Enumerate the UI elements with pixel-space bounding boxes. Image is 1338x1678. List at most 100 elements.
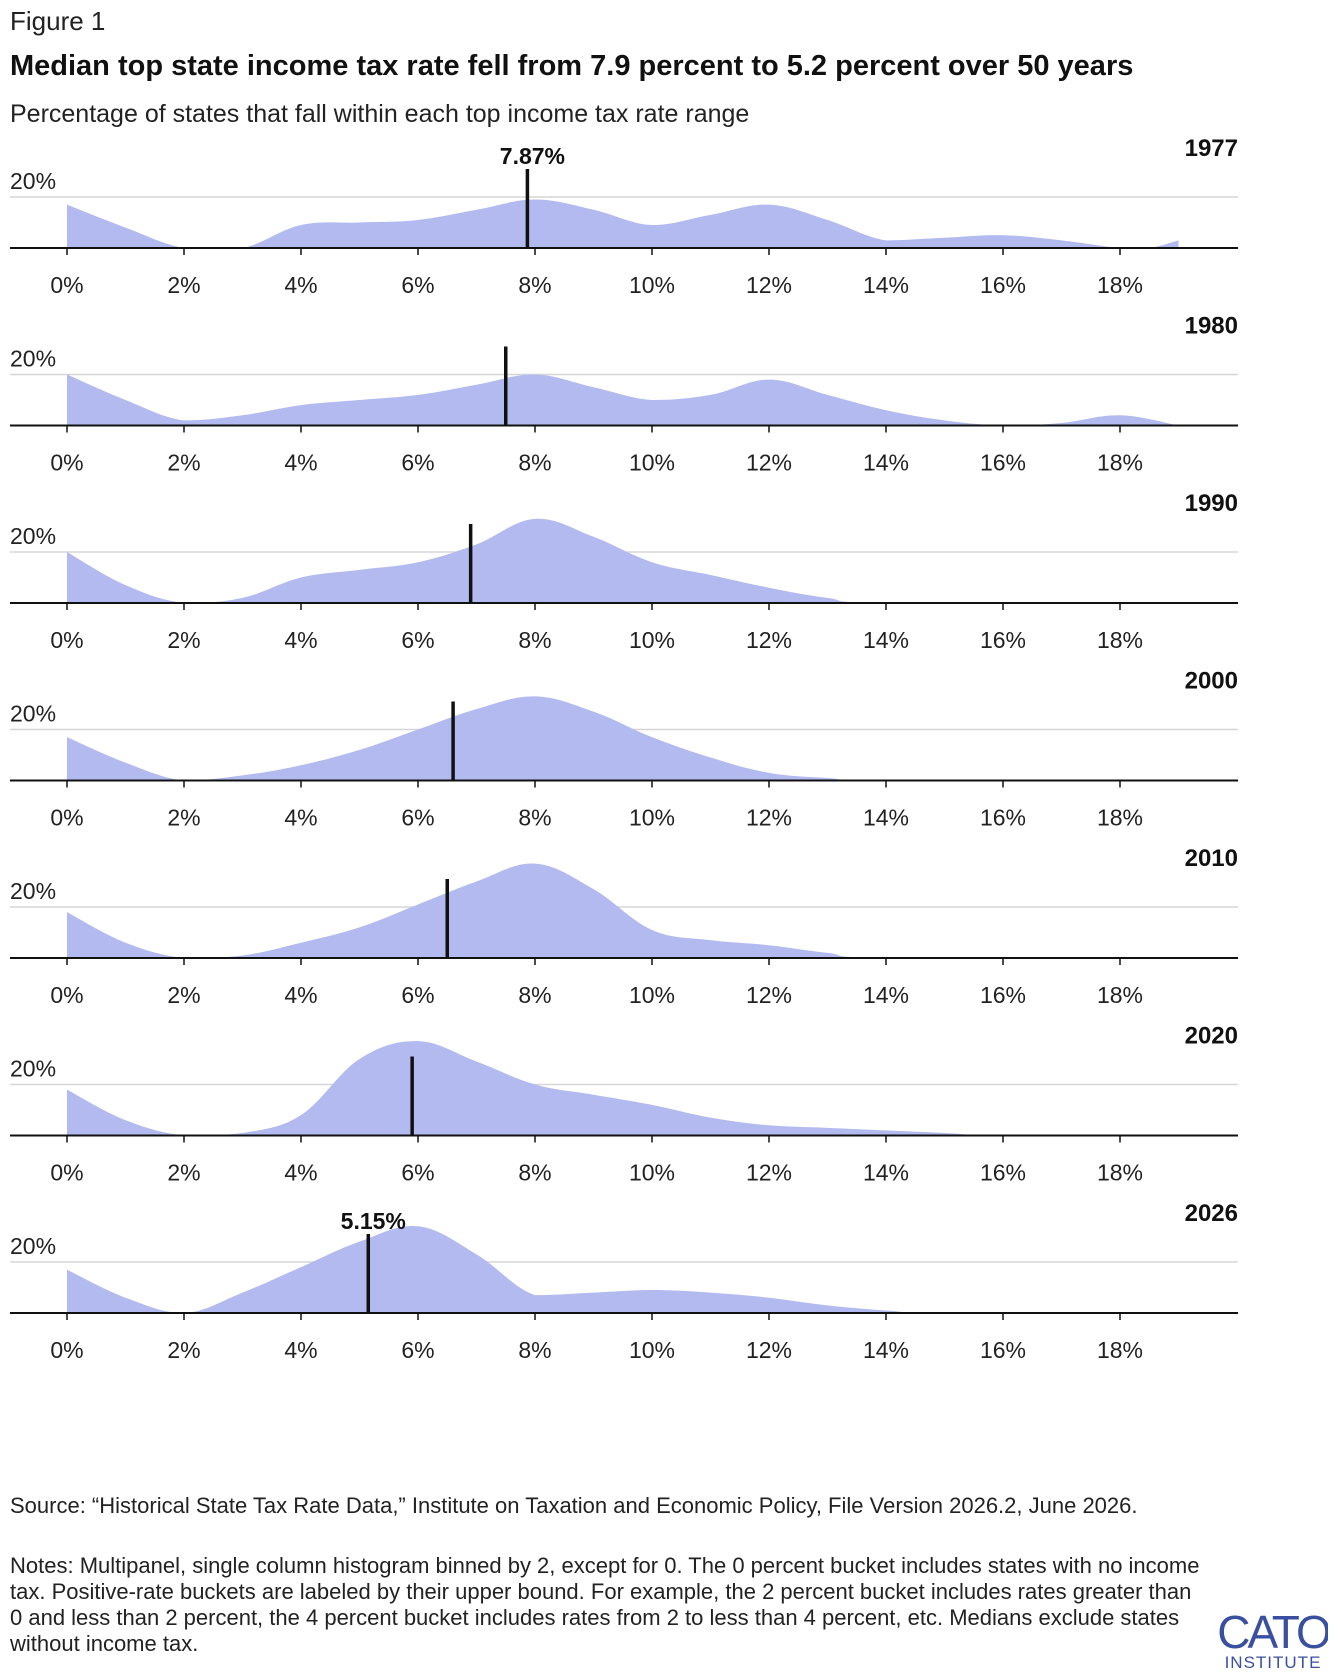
x-tick-label: 10% [629,1337,675,1363]
x-tick-label: 0% [50,1337,83,1363]
chart-subtitle: Percentage of states that fall within ea… [10,100,750,128]
area-series-2010 [67,863,1179,958]
figure-label: Figure 1 [10,6,106,36]
x-tick-label: 6% [401,805,434,831]
y-tick-label: 20% [10,701,56,727]
x-tick-label: 0% [50,805,83,831]
area-series-2000 [67,696,1179,781]
x-tick-label: 8% [518,1337,551,1363]
x-tick-label: 14% [863,627,909,653]
x-tick-label: 12% [746,1337,792,1363]
x-tick-label: 0% [50,272,83,298]
x-tick-label: 10% [629,982,675,1008]
x-tick-label: 18% [1097,1337,1143,1363]
cato-logo: CATO INSTITUTE [1217,1604,1333,1672]
x-tick-label: 6% [401,1160,434,1186]
x-tick-label: 6% [401,272,434,298]
x-tick-label: 2% [167,805,200,831]
x-tick-label: 12% [746,805,792,831]
x-tick-label: 6% [401,982,434,1008]
x-tick-label: 16% [980,1160,1026,1186]
x-tick-label: 12% [746,272,792,298]
x-tick-label: 8% [518,982,551,1008]
panel-year-label: 2000 [1185,668,1238,695]
x-tick-label: 10% [629,450,675,476]
x-tick-label: 16% [980,805,1026,831]
x-tick-label: 10% [629,627,675,653]
y-tick-label: 20% [10,168,56,194]
source-note: Source: “Historical State Tax Rate Data,… [10,1493,1138,1518]
x-tick-label: 4% [284,627,317,653]
y-tick-label: 20% [10,878,56,904]
y-tick-label: 20% [10,346,56,372]
x-tick-label: 2% [167,272,200,298]
area-series-1990 [67,518,1179,603]
x-tick-label: 14% [863,1337,909,1363]
x-tick-label: 16% [980,450,1026,476]
chart-title: Median top state income tax rate fell fr… [10,50,1134,82]
x-tick-label: 14% [863,272,909,298]
area-series-2020 [67,1041,1179,1136]
x-tick-label: 12% [746,627,792,653]
x-tick-label: 12% [746,450,792,476]
panel-year-label: 2020 [1185,1023,1238,1050]
x-tick-label: 10% [629,805,675,831]
x-tick-label: 14% [863,450,909,476]
x-tick-label: 14% [863,805,909,831]
x-tick-label: 4% [284,805,317,831]
x-tick-label: 12% [746,982,792,1008]
x-tick-label: 0% [50,982,83,1008]
x-tick-label: 16% [980,272,1026,298]
y-tick-label: 20% [10,1233,56,1259]
x-tick-label: 14% [863,982,909,1008]
x-tick-label: 18% [1097,1160,1143,1186]
x-tick-label: 2% [167,1160,200,1186]
x-tick-label: 14% [863,1160,909,1186]
x-tick-label: 8% [518,450,551,476]
area-series-1977 [67,199,1179,248]
x-tick-label: 6% [401,450,434,476]
x-tick-label: 10% [629,272,675,298]
area-series-1980 [67,374,1179,426]
x-tick-label: 8% [518,805,551,831]
x-tick-label: 16% [980,627,1026,653]
x-tick-label: 4% [284,272,317,298]
x-tick-label: 16% [980,982,1026,1008]
x-tick-label: 8% [518,627,551,653]
x-tick-label: 8% [518,272,551,298]
x-tick-label: 2% [167,450,200,476]
x-tick-label: 0% [50,627,83,653]
panel-year-label: 1990 [1185,490,1238,517]
x-tick-label: 18% [1097,450,1143,476]
x-tick-label: 10% [629,1160,675,1186]
x-tick-label: 4% [284,450,317,476]
x-tick-label: 18% [1097,272,1143,298]
x-tick-label: 8% [518,1160,551,1186]
x-tick-label: 2% [167,1337,200,1363]
median-label: 7.87% [500,143,565,169]
panel-year-label: 1980 [1185,313,1238,340]
x-tick-label: 4% [284,982,317,1008]
x-tick-label: 18% [1097,627,1143,653]
x-tick-label: 0% [50,1160,83,1186]
x-tick-label: 4% [284,1160,317,1186]
logo-wordmark: CATO [1218,1606,1328,1658]
x-tick-label: 4% [284,1337,317,1363]
panel-year-label: 1977 [1185,135,1238,162]
x-tick-label: 0% [50,450,83,476]
logo-subtext: INSTITUTE [1225,1653,1322,1672]
notes-text: Notes: Multipanel, single column histogr… [10,1553,1200,1656]
x-tick-label: 6% [401,1337,434,1363]
x-tick-label: 18% [1097,982,1143,1008]
x-tick-label: 6% [401,627,434,653]
median-label: 5.15% [341,1208,406,1234]
x-tick-label: 18% [1097,805,1143,831]
panel-year-label: 2010 [1185,845,1238,872]
y-tick-label: 20% [10,523,56,549]
y-tick-label: 20% [10,1056,56,1082]
multipanel-area-chart: 0% 2% 4% 6% 8% 10% 12% 14% 16% 18% 20% 1977 7.87% 0% 2… [10,135,1238,1363]
x-tick-label: 2% [167,982,200,1008]
area-series-2026 [67,1225,1179,1313]
panel-year-label: 2026 [1185,1200,1238,1227]
x-tick-label: 16% [980,1337,1026,1363]
